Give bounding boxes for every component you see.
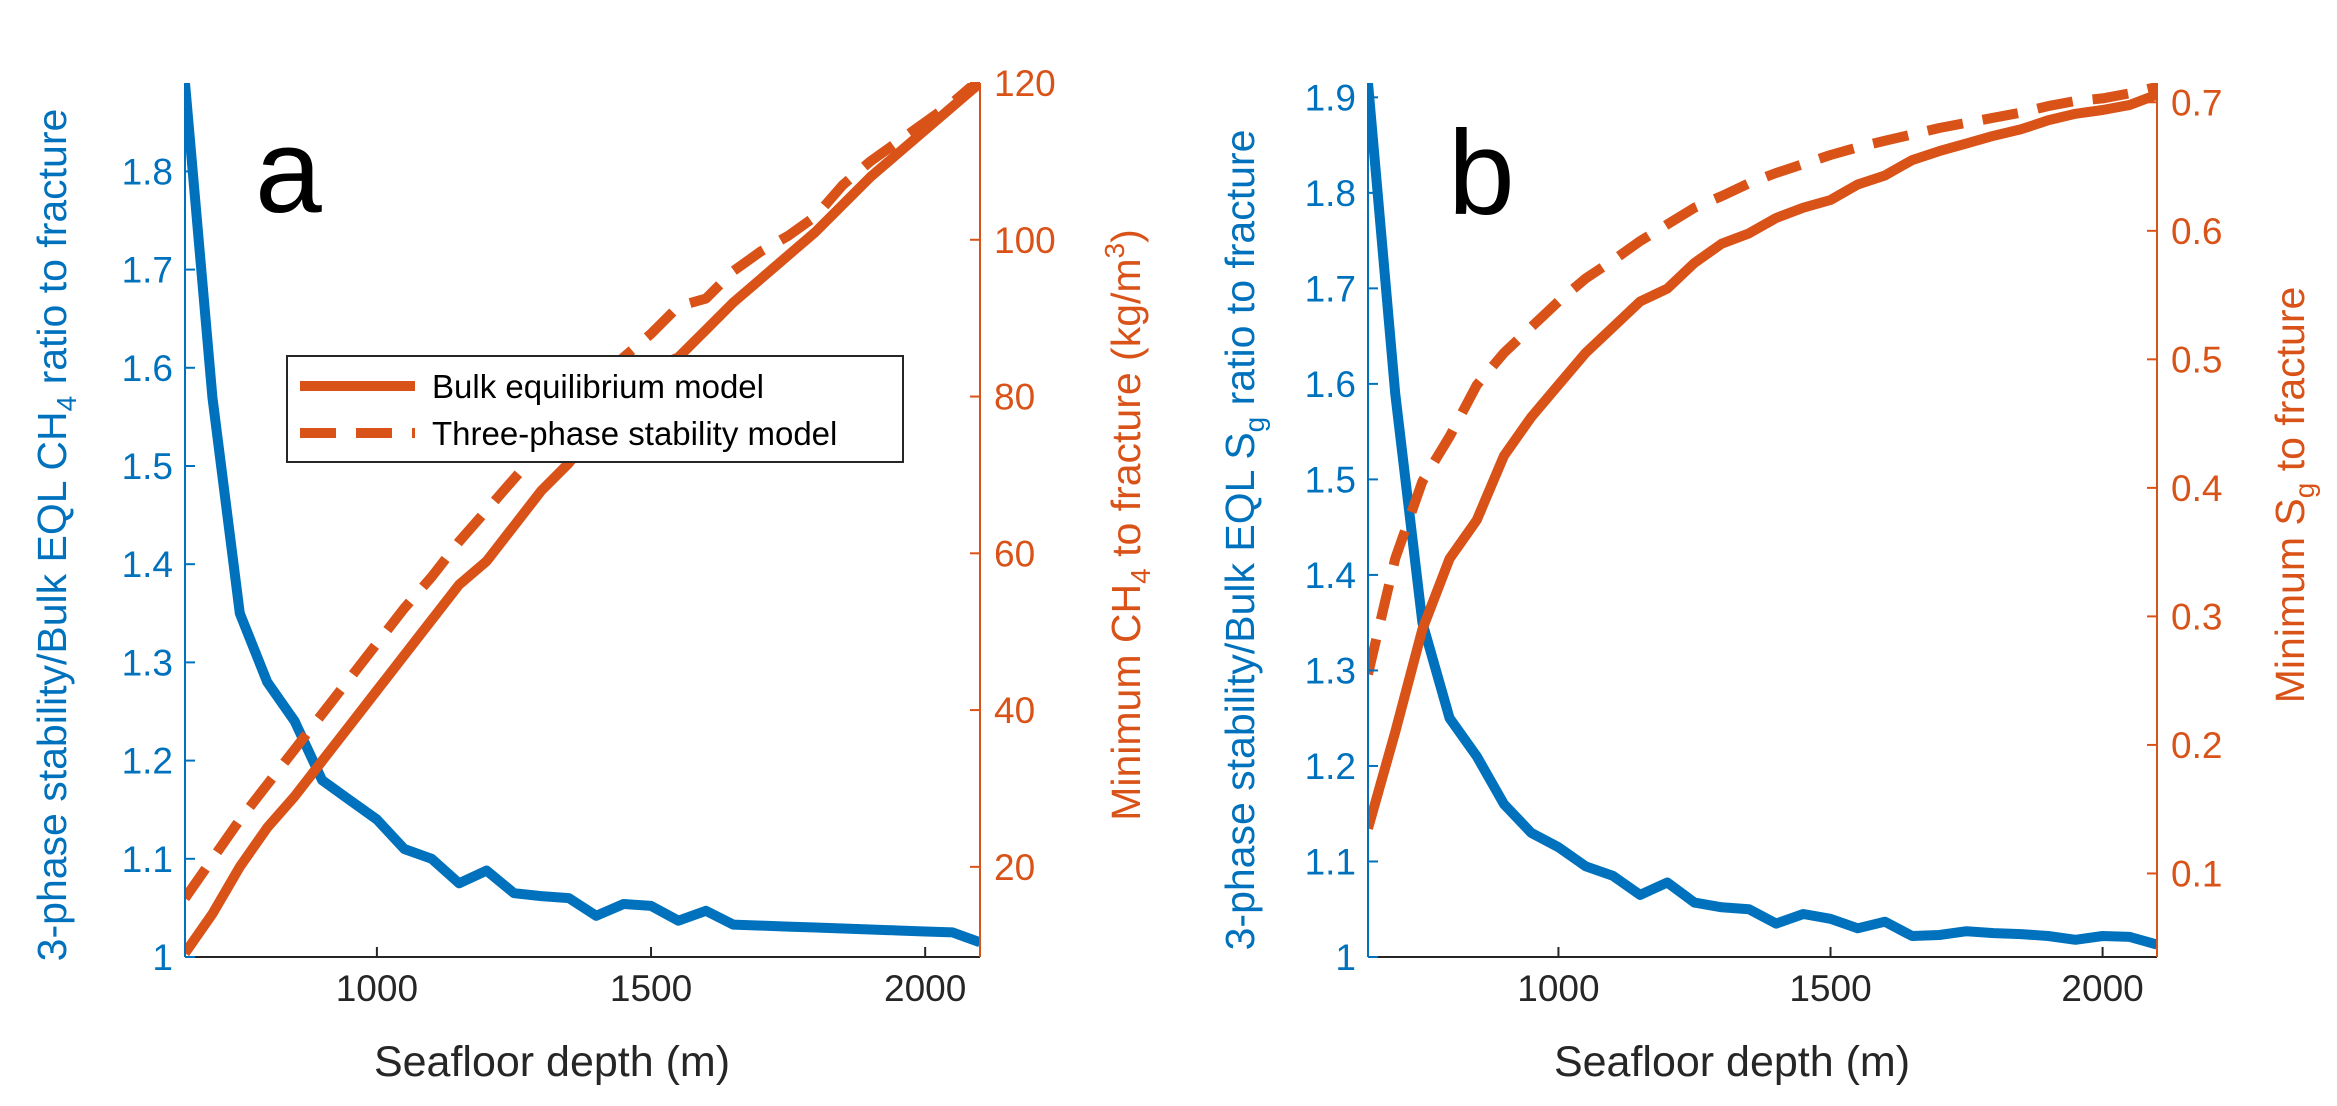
panel-a-left-tick-label: 1.6	[122, 348, 173, 389]
legend-label-bulk: Bulk equilibrium model	[432, 368, 764, 405]
panel-b-left-tick-label: 1.3	[1305, 650, 1356, 691]
panel-a-letter: a	[255, 104, 322, 238]
panel-b-x-axis-label: Seafloor depth (m)	[1554, 1038, 1910, 1086]
panel-b-left-tick-label: 1.1	[1305, 841, 1356, 882]
panel-a-left-label-sub: 4	[51, 396, 82, 412]
panel-a-right-label-sup: 3	[1099, 243, 1130, 259]
panel-a-right-tick-label: 60	[994, 533, 1035, 574]
panel-a-axes-layer	[184, 83, 981, 958]
panel-b-right-axis-label: Minimum Sg to fracture	[2267, 287, 2320, 704]
panel-b-left-tick-label: 1.2	[1305, 746, 1356, 787]
panel-b-left-tick-label: 1.7	[1305, 268, 1356, 309]
panel-a-x-tick-label: 1500	[610, 968, 692, 1009]
panel-b-bulk-line	[1368, 89, 2157, 830]
panel-b-left-tick-label: 1	[1335, 937, 1356, 978]
panel-b-left-tick-label: 1.6	[1305, 364, 1356, 405]
panel-b-ratio-line	[1368, 83, 2157, 950]
panel-b-left-tick-label: 1.9	[1305, 77, 1356, 118]
panel-b-right-label-sub: g	[2289, 483, 2320, 499]
panel-b-left-label-sub: g	[1239, 417, 1270, 433]
legend-box	[286, 355, 904, 463]
panel-b-left-tick-label: 1.4	[1305, 555, 1356, 596]
panel-b-right-tick-label: 0.5	[2171, 339, 2222, 380]
panel-b-right-tick-label: 0.4	[2171, 468, 2222, 509]
panel-a-left-label-main: 3-phase stability/Bulk EQL CH	[29, 411, 75, 961]
panel-a-x-tick-label: 2000	[884, 968, 966, 1009]
panel-b-three-phase-line	[1368, 83, 2157, 676]
panel-a-x-axis-label: Seafloor depth (m)	[374, 1038, 730, 1086]
panel-a-right-tick-label: 80	[994, 377, 1035, 418]
panel-b-left-tick-label: 1.5	[1305, 459, 1356, 500]
panel-b-left-label-main: 3-phase stability/Bulk EQL S	[1217, 432, 1263, 950]
panel-a-ticks-layer: 1000 1500 2000 1 1.1 1.2 1.3 1.4 1.5 1.6 1.7 1.8 20 4…	[122, 63, 1056, 1009]
panel-b-x-tick-label: 1500	[1789, 968, 1871, 1009]
panel-b-left-label-suffix: ratio to fracture	[1217, 130, 1263, 417]
panel-a-left-tick-label: 1.8	[122, 151, 173, 192]
panel-a-left-tick-label: 1.3	[122, 642, 173, 683]
panel-b-left-axis-label: 3-phase stability/Bulk EQL Sg ratio to f…	[1217, 130, 1270, 951]
panel-b-x-tick-label: 1000	[1517, 968, 1599, 1009]
panel-a-left-tick-label: 1	[152, 937, 173, 978]
panel-a-right-axis-label: Minimum CH4 to fracture (kg/m3)	[1099, 229, 1156, 821]
panel-a-right-tick-label: 40	[994, 690, 1035, 731]
panel-b-ticks-layer: 1000 1500 2000 1 1.1 1.2 1.3 1.4 1.5 1.6 1.7 1.8 1.9…	[1305, 77, 2223, 1009]
panel-a-left-tick-label: 1.7	[122, 250, 173, 291]
panel-a-right-label-sub: 4	[1125, 568, 1156, 584]
panel-b-right-label-mid: to fracture	[2267, 287, 2313, 483]
panel-a-left-tick-label: 1.4	[122, 544, 173, 585]
panel-a-left-tick-label: 1.2	[122, 741, 173, 782]
panel-a-left-axis-label: 3-phase stability/Bulk EQL CH4 ratio to …	[29, 109, 82, 962]
panel-b-right-tick-label: 0.6	[2171, 211, 2222, 252]
panel-a-right-label-suffix: )	[1103, 229, 1149, 243]
panel-b-right-label-main: Minimum S	[2267, 498, 2313, 703]
panel-b-axes-layer	[1367, 83, 2158, 958]
legend-label-three-phase: Three-phase stability model	[432, 415, 837, 452]
panel-a-right-tick-label: 120	[994, 63, 1056, 104]
panel-b-left-tick-label: 1.8	[1305, 173, 1356, 214]
panel-a-right-tick-label: 20	[994, 847, 1035, 888]
panel-b-right-tick-label: 0.2	[2171, 725, 2222, 766]
legend: Bulk equilibrium model Three-phase stabi…	[286, 355, 904, 463]
panel-a-left-tick-label: 1.1	[122, 839, 173, 880]
panel-b-x-tick-label: 2000	[2061, 968, 2143, 1009]
panel-a-left-tick-label: 1.5	[122, 446, 173, 487]
panel-a-right-label-main: Minimum CH	[1103, 584, 1149, 821]
panel-b-letter: b	[1448, 106, 1515, 240]
panel-a-left-label-suffix: ratio to fracture	[29, 109, 75, 396]
panel-b-right-tick-label: 0.1	[2171, 853, 2222, 894]
panel-a-x-tick-label: 1000	[336, 968, 418, 1009]
panel-b-right-tick-label: 0.3	[2171, 596, 2222, 637]
panel-a-right-tick-label: 100	[994, 220, 1056, 261]
panel-b-right-tick-label: 0.7	[2171, 82, 2222, 123]
panel-b-series-layer	[1368, 83, 2157, 950]
panel-b-chart: 1000 1500 2000 1 1.1 1.2 1.3 1.4 1.5 1.6 1.7 1.8 1.9…	[1217, 77, 2320, 1086]
panel-a-right-label-mid: to fracture (kg/m	[1103, 258, 1149, 568]
